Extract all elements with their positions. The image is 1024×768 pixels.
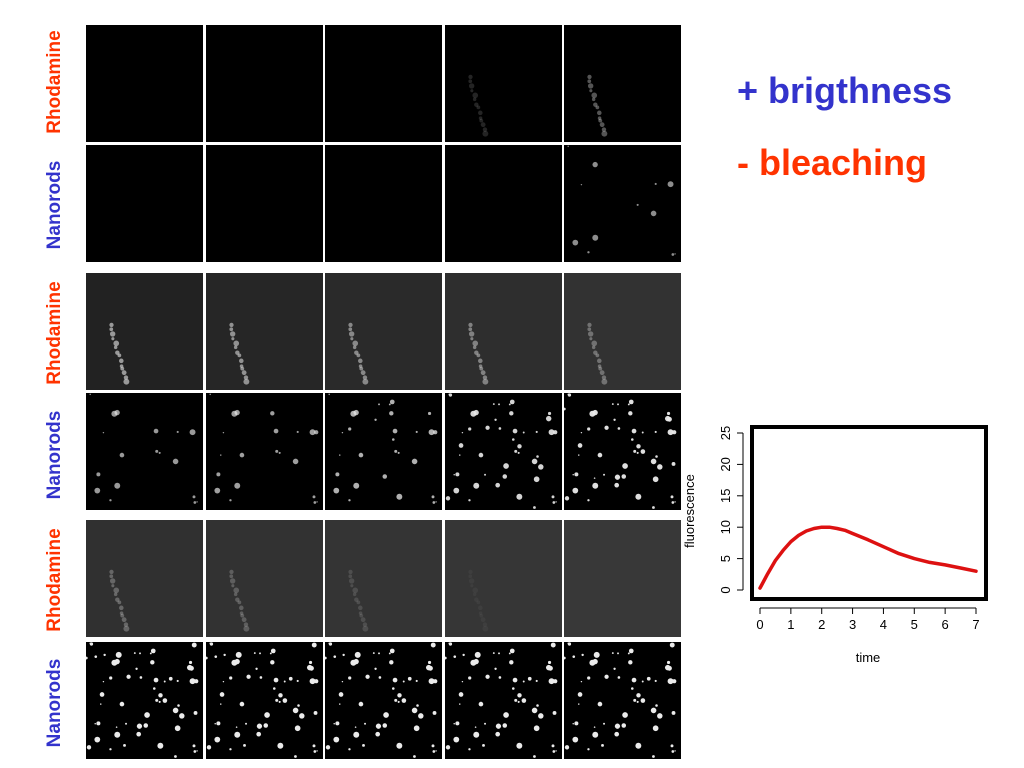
microscopy-tile xyxy=(445,145,562,262)
y-tick-label: 15 xyxy=(718,489,733,503)
microscopy-tile xyxy=(325,520,442,637)
y-tick-label: 20 xyxy=(718,457,733,471)
microscopy-tile xyxy=(86,520,203,637)
plot-frame xyxy=(750,425,988,601)
x-tick-label: 4 xyxy=(880,617,887,632)
y-tick-label: 5 xyxy=(718,555,733,562)
y-tick-label: 25 xyxy=(718,426,733,440)
x-tick-label: 0 xyxy=(756,617,763,632)
microscopy-tile xyxy=(564,642,681,759)
x-tick-label: 5 xyxy=(911,617,918,632)
microscopy-tile xyxy=(206,25,323,142)
microscopy-tile xyxy=(86,273,203,390)
y-axis: 0 5 10 15 20 25 xyxy=(718,426,744,594)
x-tick-label: 2 xyxy=(818,617,825,632)
microscopy-tile xyxy=(325,642,442,759)
microscopy-tile xyxy=(206,393,323,510)
brightness-legend: + brigthness xyxy=(737,70,953,111)
fluorescence-plot: 0 5 10 15 20 25 0 1 2 3 4 5 6 7 fluorescence time xyxy=(682,425,988,665)
bleaching-legend: - bleaching xyxy=(737,142,928,183)
microscopy-tile xyxy=(86,642,203,759)
microscopy-tile xyxy=(564,520,681,637)
microscopy-tile xyxy=(445,393,562,510)
x-axis-title: time xyxy=(856,650,881,665)
row-label-rhodamine-1: Rhodamine xyxy=(44,30,65,134)
y-tick-label: 0 xyxy=(718,586,733,593)
microscopy-tile xyxy=(564,145,681,262)
microscopy-tile xyxy=(325,393,442,510)
x-tick-label: 7 xyxy=(972,617,979,632)
plot-border xyxy=(750,425,988,601)
fluorescence-series-line xyxy=(758,525,978,590)
plot-series xyxy=(758,525,978,590)
row-label-rhodamine-3: Rhodamine xyxy=(44,528,65,632)
row-label-nanorods-3: Nanorods xyxy=(44,658,65,748)
microscopy-tile xyxy=(86,25,203,142)
microscopy-tile xyxy=(206,273,323,390)
microscopy-tile xyxy=(445,642,562,759)
microscopy-tile xyxy=(206,145,323,262)
row-label-nanorods-1: Nanorods xyxy=(44,160,65,250)
microscopy-tile xyxy=(445,273,562,390)
x-axis: 0 1 2 3 4 5 6 7 xyxy=(756,607,980,632)
microscopy-tile xyxy=(206,642,323,759)
microscopy-tile xyxy=(325,145,442,262)
microscopy-tile xyxy=(325,25,442,142)
row-label-nanorods-2: Nanorods xyxy=(44,410,65,500)
x-tick-label: 1 xyxy=(787,617,794,632)
microscopy-tile xyxy=(325,273,442,390)
y-tick-label: 10 xyxy=(718,520,733,534)
microscopy-tile xyxy=(86,145,203,262)
microscopy-tile xyxy=(445,520,562,637)
row-label-rhodamine-2: Rhodamine xyxy=(44,281,65,385)
microscopy-tile xyxy=(564,273,681,390)
microscopy-tile xyxy=(564,393,681,510)
microscopy-tile xyxy=(564,25,681,142)
x-tick-label: 3 xyxy=(849,617,856,632)
microscopy-tile xyxy=(445,25,562,142)
x-tick-label: 6 xyxy=(942,617,949,632)
microscopy-tile xyxy=(206,520,323,637)
y-axis-title: fluorescence xyxy=(682,474,697,548)
microscopy-tile xyxy=(86,393,203,510)
